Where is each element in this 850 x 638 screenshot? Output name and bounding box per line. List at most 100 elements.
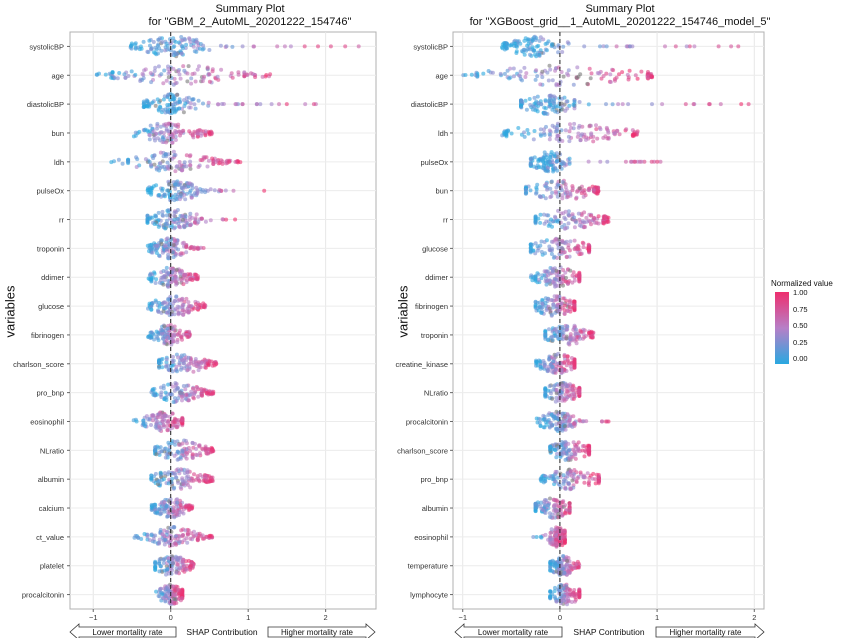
- shap-point: [163, 226, 168, 231]
- shap-point: [167, 47, 172, 52]
- shap-point: [173, 279, 177, 284]
- shap-point: [180, 168, 185, 172]
- shap-point: [601, 74, 606, 78]
- shap-point: [560, 193, 565, 198]
- shap-point: [593, 477, 598, 482]
- shap-point: [596, 221, 601, 226]
- shap-point: [161, 213, 165, 218]
- shap-point: [149, 304, 154, 309]
- shap-point: [164, 269, 169, 274]
- shap-point: [542, 127, 546, 132]
- shap-point: [611, 68, 616, 73]
- shap-point: [200, 47, 205, 52]
- shap-point: [543, 300, 548, 305]
- shap-point: [184, 244, 189, 249]
- shap-point: [555, 334, 560, 339]
- shap-point: [156, 338, 161, 343]
- shap-point: [558, 389, 563, 394]
- shap-point: [567, 447, 572, 452]
- shap-point: [555, 451, 559, 456]
- shap-point: [202, 302, 207, 307]
- shap-point: [149, 242, 154, 247]
- shap-point: [506, 129, 511, 133]
- shap-point: [564, 336, 569, 341]
- shap-point: [550, 569, 555, 573]
- y-tick-label: albumin: [422, 504, 448, 513]
- shap-point: [563, 503, 568, 508]
- shap-point: [166, 71, 171, 76]
- shap-point: [277, 102, 281, 107]
- shap-point: [160, 135, 165, 140]
- shap-point: [153, 103, 158, 108]
- shap-point: [550, 42, 555, 47]
- shap-point: [182, 276, 187, 281]
- shap-point: [164, 265, 169, 270]
- shap-point: [544, 308, 549, 313]
- shap-point: [564, 449, 569, 454]
- shap-point: [560, 411, 565, 416]
- shap-point: [157, 193, 162, 197]
- shap-point: [154, 300, 159, 304]
- shap-point: [531, 535, 536, 539]
- shap-point: [192, 102, 197, 107]
- shap-point: [233, 217, 238, 222]
- shap-point: [542, 212, 546, 217]
- shap-point: [158, 130, 163, 135]
- shap-point: [574, 327, 579, 332]
- shap-point: [576, 131, 581, 136]
- shap-point: [223, 188, 228, 193]
- shap-point: [186, 64, 191, 69]
- shap-point: [576, 448, 581, 452]
- shap-point: [166, 208, 171, 213]
- shap-point: [564, 397, 569, 402]
- shap-point: [165, 160, 170, 165]
- shap-point: [649, 74, 654, 79]
- shap-point: [328, 44, 333, 49]
- shap-point: [174, 80, 179, 85]
- shap-point: [533, 278, 538, 283]
- shap-point: [598, 127, 603, 132]
- shap-point: [562, 528, 566, 533]
- shap-point: [242, 71, 247, 76]
- shap-point: [552, 97, 556, 102]
- shap-point: [587, 124, 592, 129]
- shap-point: [549, 527, 554, 532]
- shap-point: [567, 160, 572, 165]
- shap-point: [559, 188, 564, 193]
- shap-point: [595, 136, 600, 141]
- shap-point: [538, 212, 543, 217]
- shap-point: [269, 102, 274, 107]
- shap-point: [552, 154, 557, 159]
- shap-point: [569, 452, 574, 457]
- shap-point: [206, 158, 211, 163]
- shap-point: [486, 69, 491, 73]
- shap-point: [208, 218, 213, 223]
- shap-point: [158, 161, 163, 166]
- shap-point: [527, 97, 532, 101]
- shap-point: [183, 272, 188, 277]
- shap-point: [172, 324, 177, 329]
- shap-point: [528, 103, 533, 107]
- shap-point: [147, 216, 152, 221]
- shap-point: [537, 420, 542, 425]
- shap-point: [153, 281, 158, 285]
- shap-point: [575, 476, 580, 481]
- shap-point: [660, 102, 665, 107]
- shap-point: [172, 334, 176, 339]
- shap-point: [617, 132, 622, 137]
- shap-point: [572, 335, 577, 340]
- shap-point: [178, 328, 182, 333]
- shap-point: [554, 237, 559, 242]
- shap-point: [617, 72, 621, 77]
- shap-point: [553, 189, 558, 194]
- shap-point: [596, 475, 601, 480]
- shap-point: [542, 132, 547, 137]
- shap-point: [523, 75, 528, 79]
- shap-point: [151, 40, 156, 44]
- shap-point: [628, 159, 633, 164]
- shap-point: [203, 132, 208, 137]
- shap-point: [587, 449, 592, 454]
- shap-point: [203, 129, 208, 134]
- shap-point: [196, 165, 201, 169]
- shap-point: [526, 42, 531, 46]
